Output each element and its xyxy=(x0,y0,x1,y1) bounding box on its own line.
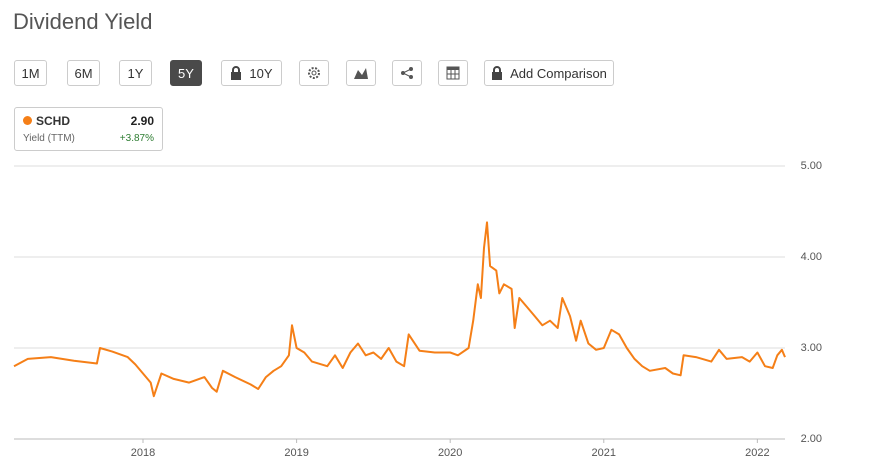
range-button[interactable]: 10Y xyxy=(221,60,282,86)
legend-card: SCHD 2.90 Yield (TTM) +3.87% xyxy=(14,107,163,151)
share-icon xyxy=(401,67,413,79)
y-tick-label: 4.00 xyxy=(801,251,822,263)
series-line xyxy=(13,221,786,398)
legend-dot xyxy=(23,116,32,125)
range-label: 1M xyxy=(21,65,40,81)
range-button[interactable]: 5Y xyxy=(170,60,202,86)
x-tick-label: 2021 xyxy=(592,447,616,459)
legend-value: 2.90 xyxy=(130,114,154,128)
add-comparison-button[interactable]: Add Comparison xyxy=(484,60,614,86)
y-tick-label: 3.00 xyxy=(801,342,822,354)
x-tick-label: 2022 xyxy=(745,447,769,459)
share-button[interactable] xyxy=(392,60,422,86)
legend-metric: Yield (TTM) xyxy=(23,133,75,144)
y-tick-label: 2.00 xyxy=(801,433,822,445)
legend-symbol: SCHD xyxy=(36,114,71,128)
table-icon xyxy=(446,66,460,80)
title: Dividend Yield xyxy=(13,9,153,34)
lock-icon xyxy=(492,66,503,80)
range-label: 5Y xyxy=(178,65,194,81)
range-button[interactable]: 6M xyxy=(67,60,100,86)
add-comparison-label: Add Comparison xyxy=(510,65,607,81)
area-icon xyxy=(354,68,368,79)
y-tick-label: 5.00 xyxy=(801,160,822,172)
chart-type-button[interactable] xyxy=(346,60,376,86)
x-tick-label: 2019 xyxy=(284,447,308,459)
lock-icon xyxy=(231,66,242,80)
range-label: 10Y xyxy=(249,65,273,81)
range-button[interactable]: 1Y xyxy=(119,60,152,86)
gear-icon xyxy=(308,67,320,79)
range-label: 1Y xyxy=(127,65,144,81)
x-tick-label: 2018 xyxy=(131,447,155,459)
table-button[interactable] xyxy=(438,60,468,86)
range-label: 6M xyxy=(74,65,93,81)
range-button[interactable]: 1M xyxy=(14,60,47,86)
settings-button[interactable] xyxy=(299,60,329,86)
legend-change: +3.87% xyxy=(119,133,154,144)
x-tick-label: 2020 xyxy=(438,447,462,459)
